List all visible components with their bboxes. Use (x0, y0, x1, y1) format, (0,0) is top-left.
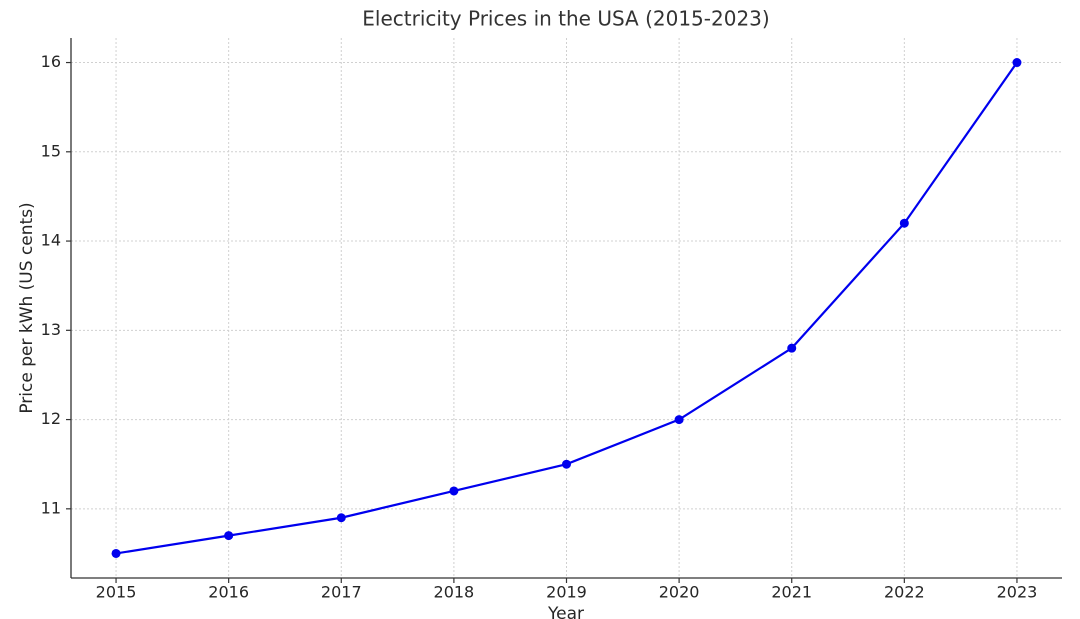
x-tick-label: 2017 (321, 583, 362, 602)
y-tick-label: 15 (41, 141, 61, 160)
data-point (449, 486, 459, 496)
data-point (336, 513, 346, 523)
x-tick-label: 2023 (997, 583, 1038, 602)
data-point (562, 459, 571, 469)
data-point (1012, 58, 1022, 68)
x-tick-label: 2020 (659, 583, 700, 602)
data-point (899, 218, 909, 228)
y-tick-label: 16 (41, 52, 61, 71)
y-tick-label: 12 (41, 409, 61, 428)
x-tick-label: 2018 (434, 583, 475, 602)
x-tick-label: 2016 (208, 583, 249, 602)
chart-title: Electricity Prices in the USA (2015-2023… (362, 7, 769, 31)
x-tick-label: 2019 (546, 583, 587, 602)
y-axis-label: Price per kWh (US cents) (17, 202, 37, 413)
data-point (224, 531, 234, 541)
x-tick-label: 2015 (96, 583, 137, 602)
y-tick-label: 11 (41, 498, 61, 517)
x-tick-label: 2021 (771, 583, 812, 602)
data-point (674, 415, 684, 425)
y-tick-label: 14 (41, 231, 61, 250)
data-point (111, 548, 121, 558)
x-axis-label: Year (547, 604, 584, 619)
x-tick-label: 2022 (884, 583, 925, 602)
y-tick-label: 13 (41, 320, 61, 339)
data-point (787, 343, 797, 353)
